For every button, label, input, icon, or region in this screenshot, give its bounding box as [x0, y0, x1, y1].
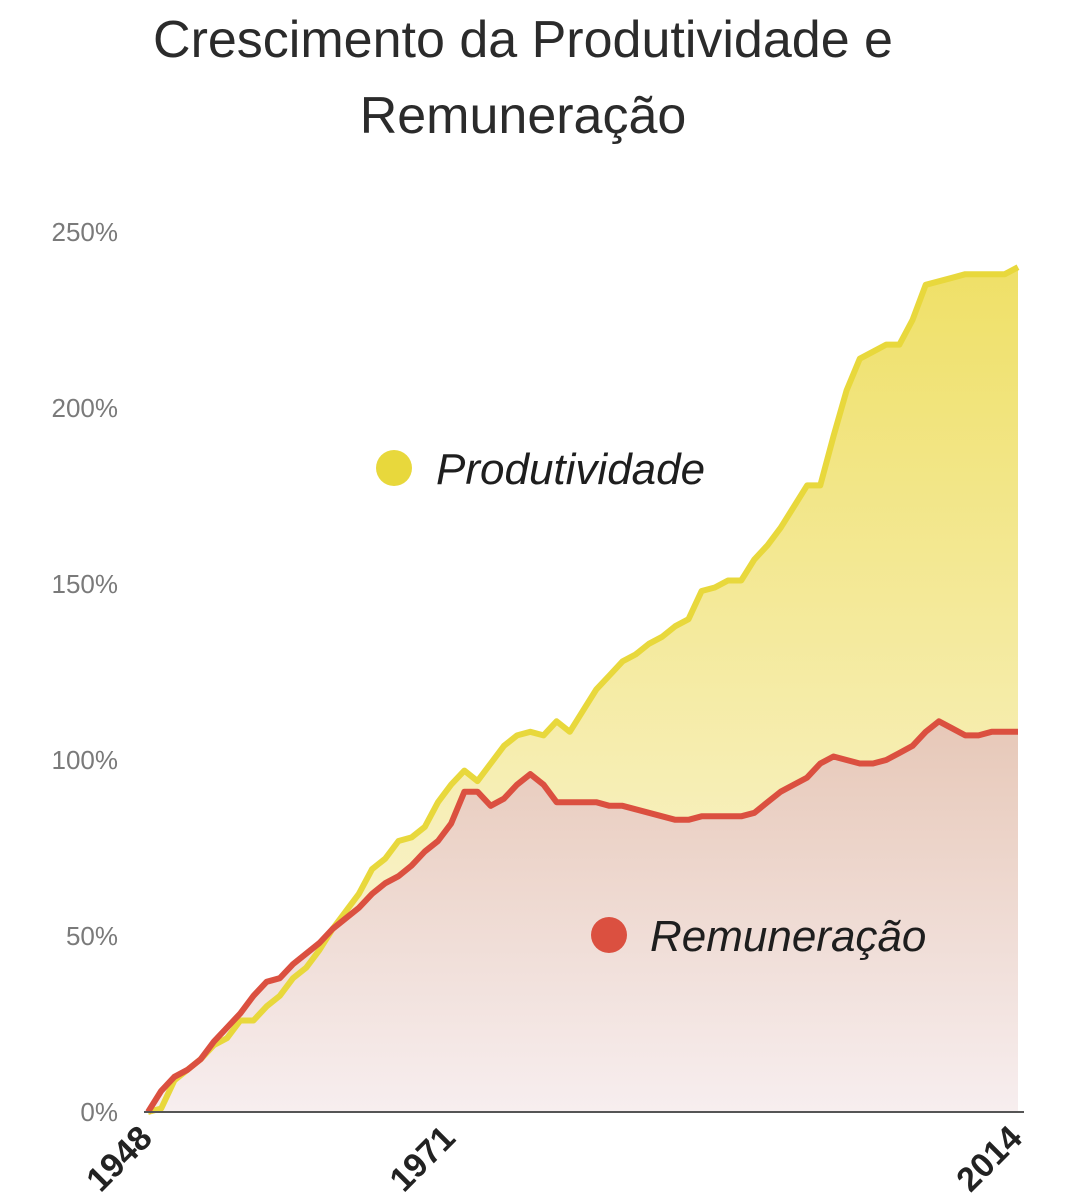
remuneracao-line [145, 718, 1018, 1114]
y-axis-ticks: 250% 200% 150% 100% 50% 0% [52, 217, 119, 1127]
y-tick-label: 150% [52, 569, 119, 599]
plot-area [145, 264, 1020, 1115]
produtividade-line [147, 264, 1020, 1115]
y-tick-label: 50% [66, 921, 118, 951]
chart-title-line-1: Crescimento da Produtividade e [153, 11, 893, 69]
remuneracao-area [148, 721, 1018, 1112]
x-tick-label: 1971 [382, 1119, 462, 1199]
y-tick-label: 0% [80, 1097, 118, 1127]
produtividade-legend-dot [376, 450, 412, 486]
chart-title-line-2: Remuneração [359, 87, 687, 145]
produtividade-legend-label: Produtividade [436, 445, 705, 494]
y-tick-label: 100% [52, 745, 119, 775]
x-axis-ticks: 1948 1971 2014 [79, 1119, 1029, 1199]
legend-remuneracao: Remuneração [591, 912, 926, 961]
remuneracao-legend-dot [591, 917, 627, 953]
chart-title: Crescimento da Produtividade e Remuneraç… [0, 0, 1046, 154]
x-tick-label: 2014 [949, 1119, 1029, 1199]
y-tick-label: 200% [52, 393, 119, 423]
remuneracao-legend-label: Remuneração [650, 912, 926, 961]
y-tick-label: 250% [52, 217, 119, 247]
x-tick-label: 1948 [79, 1119, 159, 1199]
legend-produtividade: Produtividade [376, 445, 705, 494]
